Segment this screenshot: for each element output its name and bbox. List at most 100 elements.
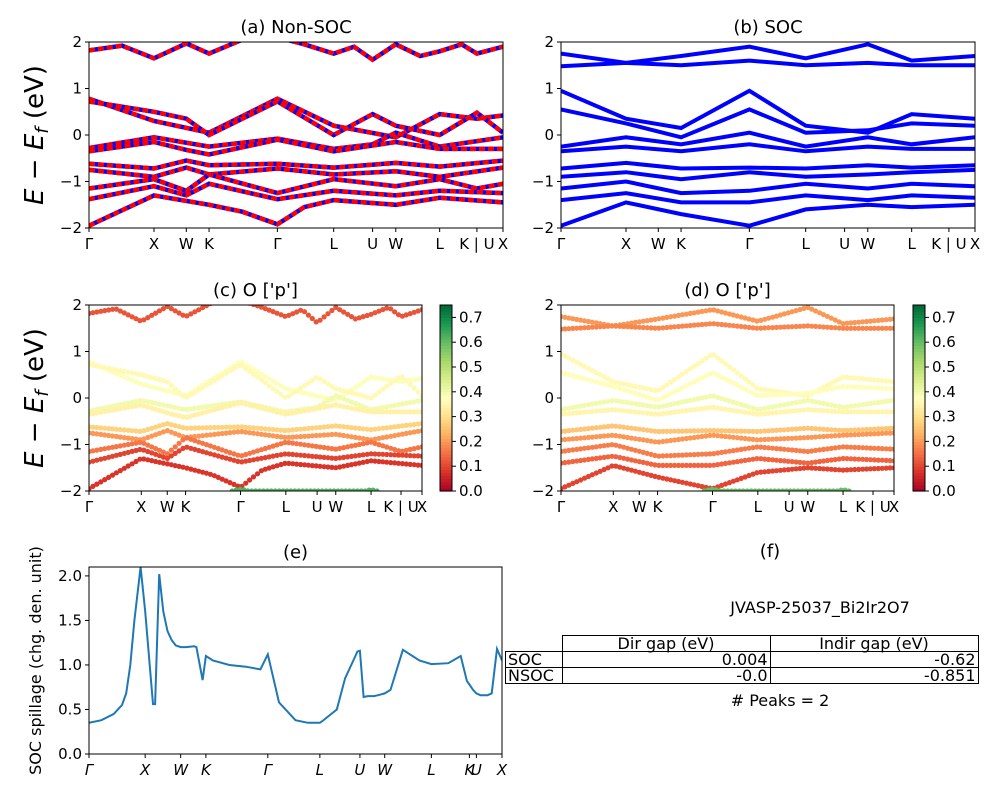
- band-dot: [813, 465, 819, 471]
- colorbar-frame: [439, 304, 453, 492]
- band-dot: [254, 471, 261, 477]
- band-dot: [711, 428, 717, 434]
- band-dot: [102, 308, 108, 314]
- band-dot: [730, 323, 737, 329]
- band-dot: [333, 465, 339, 471]
- x-tick-label: Γ: [708, 498, 717, 516]
- band-dot: [278, 452, 284, 458]
- band-dot: [160, 449, 166, 455]
- band-dot: [613, 407, 619, 413]
- band-dot: [852, 432, 858, 438]
- band-dot: [149, 374, 155, 381]
- band-dot: [758, 411, 764, 417]
- band-dot: [172, 308, 178, 314]
- band-dot: [411, 377, 417, 383]
- band-dot: [675, 312, 682, 318]
- band-dot: [791, 488, 797, 491]
- band-dot: [593, 370, 599, 376]
- band-dot: [337, 423, 343, 429]
- band-dot: [253, 488, 259, 491]
- band-dot: [719, 449, 725, 455]
- band-dot: [828, 457, 834, 463]
- band-dot: [98, 406, 104, 412]
- colorbar-segment: [440, 416, 452, 421]
- band-dot: [317, 444, 323, 450]
- band-dot: [813, 308, 819, 314]
- band-dot: [652, 396, 658, 403]
- band-dot: [809, 465, 815, 471]
- band-dot: [752, 488, 758, 491]
- band-dot: [223, 403, 229, 410]
- band-dot: [200, 440, 206, 446]
- colorbar-segment: [440, 342, 452, 346]
- y-tick-label: 0.0: [58, 745, 82, 763]
- x-tick-label: U: [839, 235, 850, 253]
- band-dot: [227, 368, 233, 374]
- band-dot: [137, 380, 143, 387]
- band-dot: [376, 405, 382, 411]
- band-dot: [632, 409, 639, 415]
- band-dot: [660, 395, 666, 401]
- band-dot: [672, 376, 678, 383]
- band-dot: [597, 468, 603, 474]
- band-dot: [605, 454, 611, 460]
- band-line: [89, 158, 503, 171]
- band-dot: [121, 405, 127, 411]
- band-dot: [366, 487, 372, 491]
- band-dot: [871, 445, 878, 451]
- band-dot: [392, 409, 398, 415]
- band-dot: [156, 377, 163, 383]
- band-dot: [719, 309, 725, 315]
- band-dot: [292, 488, 298, 491]
- band-dot: [192, 467, 198, 473]
- band-dot: [762, 387, 768, 393]
- band-dot: [356, 425, 362, 431]
- band-dot: [407, 409, 413, 415]
- band-dot: [333, 431, 339, 437]
- band-dot: [715, 355, 721, 361]
- band-dot: [260, 488, 267, 491]
- band-dot: [625, 408, 631, 414]
- band-line: [89, 96, 503, 140]
- band-dot: [742, 315, 748, 321]
- band-dot: [817, 465, 823, 472]
- band-dot: [789, 435, 795, 441]
- band-dot: [160, 378, 166, 384]
- band-dot: [668, 453, 674, 459]
- y-tick-label: 1: [544, 343, 554, 361]
- band-dot: [307, 488, 314, 491]
- band-dot: [617, 464, 623, 470]
- band-dot: [593, 400, 599, 406]
- band-dot: [636, 409, 643, 415]
- x-tick-label: K: [676, 235, 687, 253]
- band-dot: [648, 461, 654, 467]
- band-dot: [102, 365, 108, 371]
- band-dot: [589, 319, 595, 325]
- colorbar-segment: [440, 363, 452, 368]
- band-dot: [141, 398, 147, 404]
- band-dot: [207, 380, 213, 386]
- band-dot: [125, 449, 131, 455]
- band-dot: [419, 409, 422, 415]
- band-dot: [879, 325, 885, 331]
- band-dot: [844, 432, 850, 438]
- band-line: [561, 142, 975, 154]
- band-dot: [601, 374, 607, 380]
- band-dot: [117, 427, 123, 433]
- band-dot: [243, 401, 249, 407]
- band-dot: [715, 462, 721, 468]
- band-dot: [235, 424, 241, 430]
- band-dot: [719, 433, 725, 439]
- band-dot: [836, 403, 842, 410]
- band-dot: [891, 409, 894, 415]
- band-dot: [793, 391, 799, 397]
- colorbar-segment: [913, 329, 925, 334]
- colorbar-segment: [440, 466, 452, 470]
- band-dot: [282, 313, 288, 319]
- band-dot: [145, 404, 151, 410]
- band-dot: [668, 401, 674, 408]
- band-dot: [601, 323, 607, 330]
- band-dot: [321, 454, 327, 460]
- band-dot: [329, 423, 335, 429]
- band-dot: [734, 459, 740, 465]
